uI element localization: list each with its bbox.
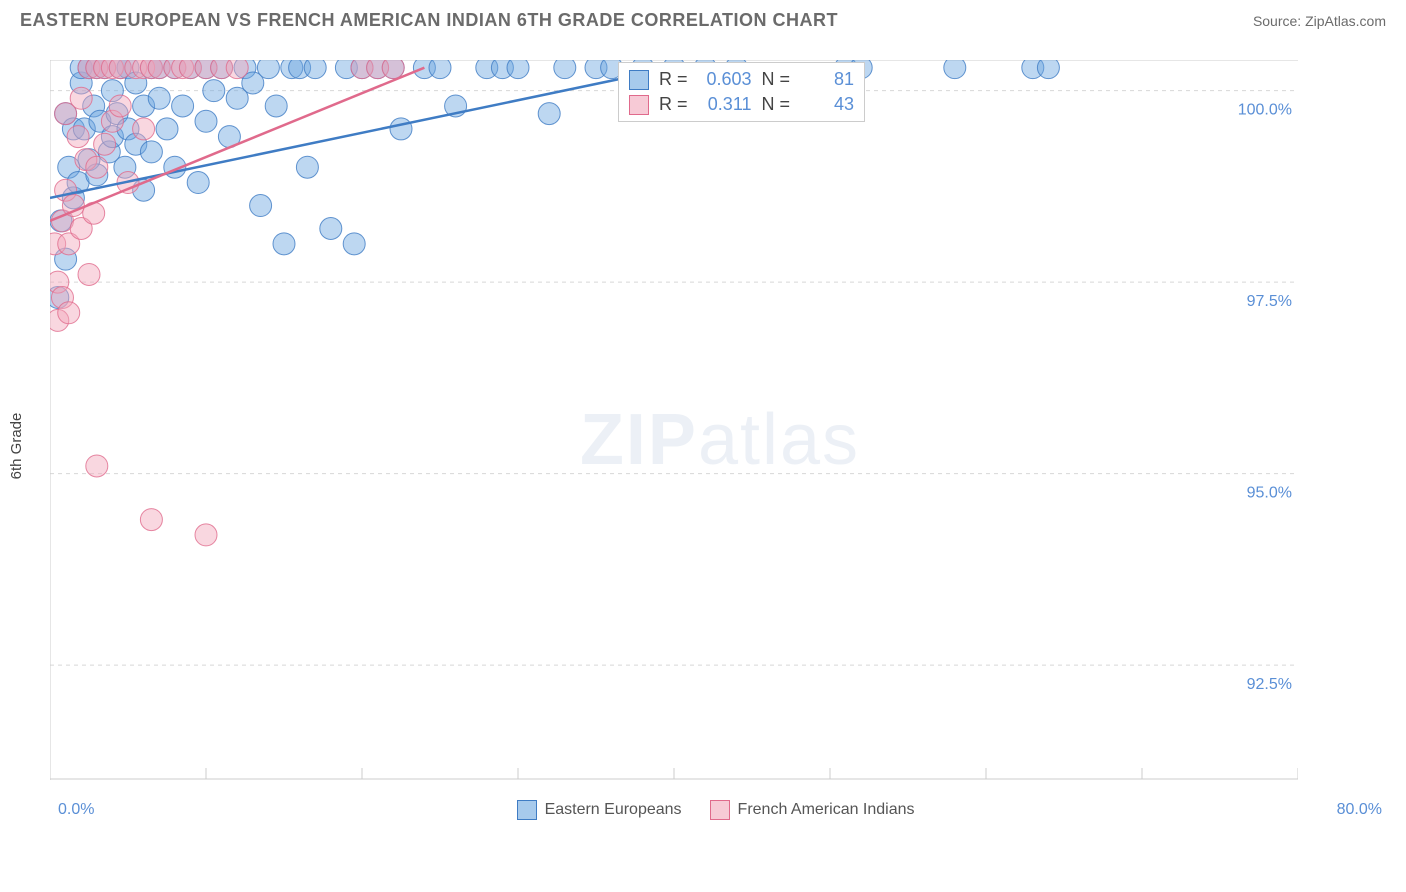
svg-text:95.0%: 95.0% — [1247, 485, 1292, 502]
svg-text:100.0%: 100.0% — [1238, 102, 1292, 119]
x-axis-legend-row: 0.0% Eastern Europeans French American In… — [50, 800, 1390, 820]
stats-r-label: R = — [659, 69, 688, 90]
svg-text:97.5%: 97.5% — [1247, 293, 1292, 310]
stats-n-value: 43 — [800, 94, 854, 115]
series-swatch — [629, 70, 649, 90]
stats-box: R = 0.603 N = 81 R = 0.311 N = 43 — [618, 62, 865, 122]
chart-header: EASTERN EUROPEAN VS FRENCH AMERICAN INDI… — [0, 0, 1406, 39]
chart-source: Source: ZipAtlas.com — [1253, 13, 1386, 29]
stats-r-value: 0.311 — [698, 94, 752, 115]
legend-item: Eastern Europeans — [517, 800, 682, 820]
legend: Eastern Europeans French American Indians — [517, 800, 915, 820]
legend-label: French American Indians — [738, 801, 915, 819]
legend-label: Eastern Europeans — [545, 801, 682, 819]
stats-r-value: 0.603 — [698, 69, 752, 90]
series-swatch — [629, 95, 649, 115]
legend-swatch — [517, 800, 537, 820]
stats-n-label: N = — [762, 69, 791, 90]
chart-container: ZIPatlas 92.5%95.0%97.5%100.0% R =0.603N… — [50, 60, 1390, 820]
chart-title: EASTERN EUROPEAN VS FRENCH AMERICAN INDI… — [20, 10, 838, 31]
scatter-plot: 92.5% 95.0% 97.5% 100.0% — [50, 60, 1298, 780]
stats-row: R = 0.311 N = 43 — [629, 92, 854, 117]
y-axis-label: 6th Grade — [8, 413, 25, 480]
stats-row: R = 0.603 N = 81 — [629, 67, 854, 92]
stats-r-label: R = — [659, 94, 688, 115]
legend-item: French American Indians — [710, 800, 915, 820]
stats-n-label: N = — [762, 94, 791, 115]
x-max-label: 80.0% — [1337, 801, 1382, 819]
legend-swatch — [710, 800, 730, 820]
x-min-label: 0.0% — [58, 801, 94, 819]
stats-n-value: 81 — [800, 69, 854, 90]
svg-text:92.5%: 92.5% — [1247, 676, 1292, 693]
